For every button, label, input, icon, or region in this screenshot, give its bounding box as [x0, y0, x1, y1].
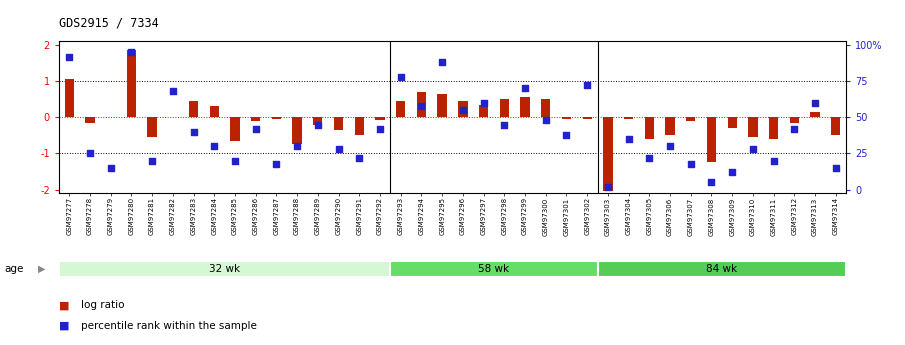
Bar: [624, 117, 634, 119]
Bar: [520, 97, 529, 117]
Point: [124, 49, 138, 55]
Bar: [790, 117, 799, 123]
Point: [559, 132, 574, 137]
Bar: [562, 117, 571, 119]
Bar: [769, 117, 778, 139]
Text: percentile rank within the sample: percentile rank within the sample: [81, 321, 257, 331]
Point: [310, 122, 325, 127]
Bar: [665, 117, 675, 135]
Bar: [313, 117, 322, 125]
Bar: [148, 117, 157, 137]
Bar: [831, 117, 841, 135]
Point: [435, 60, 450, 65]
Bar: [189, 101, 198, 117]
Point: [62, 54, 76, 59]
Bar: [500, 99, 509, 117]
Point: [186, 129, 201, 135]
Text: ■: ■: [59, 300, 70, 310]
Point: [538, 117, 553, 123]
FancyBboxPatch shape: [59, 262, 390, 277]
Bar: [686, 117, 695, 121]
Point: [497, 122, 511, 127]
Point: [394, 74, 408, 80]
Text: ▶: ▶: [38, 264, 45, 274]
Point: [373, 126, 387, 132]
Point: [787, 126, 802, 132]
Bar: [396, 101, 405, 117]
Text: log ratio: log ratio: [81, 300, 125, 310]
Bar: [541, 99, 550, 117]
Point: [643, 155, 657, 160]
Point: [683, 161, 698, 166]
Bar: [230, 117, 240, 141]
Bar: [272, 117, 281, 119]
Point: [228, 158, 243, 164]
Point: [145, 158, 159, 164]
Bar: [811, 112, 820, 117]
Point: [166, 89, 180, 94]
Point: [704, 180, 719, 185]
Point: [414, 103, 429, 108]
Point: [476, 100, 491, 106]
Text: 32 wk: 32 wk: [209, 264, 240, 274]
Bar: [604, 117, 613, 191]
Point: [808, 100, 823, 106]
Bar: [251, 117, 261, 121]
Bar: [479, 105, 488, 117]
Bar: [583, 117, 592, 119]
Point: [662, 144, 677, 149]
Point: [767, 158, 781, 164]
Point: [829, 165, 843, 171]
Point: [269, 161, 283, 166]
Point: [601, 184, 615, 189]
Point: [248, 126, 263, 132]
Point: [103, 165, 118, 171]
Text: 58 wk: 58 wk: [479, 264, 510, 274]
Bar: [355, 117, 364, 135]
Bar: [334, 117, 343, 130]
Point: [518, 86, 532, 91]
Point: [207, 144, 222, 149]
Point: [622, 136, 636, 142]
Bar: [417, 92, 426, 117]
Point: [746, 146, 760, 152]
Bar: [458, 101, 468, 117]
Point: [725, 169, 739, 175]
Point: [455, 107, 470, 113]
Point: [580, 83, 595, 88]
Point: [331, 146, 346, 152]
Bar: [210, 107, 219, 117]
Point: [290, 144, 304, 149]
Bar: [707, 117, 716, 162]
Bar: [64, 79, 74, 117]
Point: [352, 155, 367, 160]
Bar: [292, 117, 301, 145]
Bar: [644, 117, 654, 139]
Bar: [127, 50, 136, 117]
Bar: [748, 117, 757, 137]
Bar: [85, 117, 94, 123]
Text: GDS2915 / 7334: GDS2915 / 7334: [59, 16, 158, 29]
FancyBboxPatch shape: [390, 262, 597, 277]
Bar: [437, 94, 447, 117]
Point: [82, 151, 97, 156]
Text: age: age: [5, 264, 24, 274]
Text: 84 wk: 84 wk: [706, 264, 738, 274]
FancyBboxPatch shape: [597, 262, 846, 277]
Bar: [376, 117, 385, 120]
Bar: [728, 117, 737, 128]
Text: ■: ■: [59, 321, 70, 331]
